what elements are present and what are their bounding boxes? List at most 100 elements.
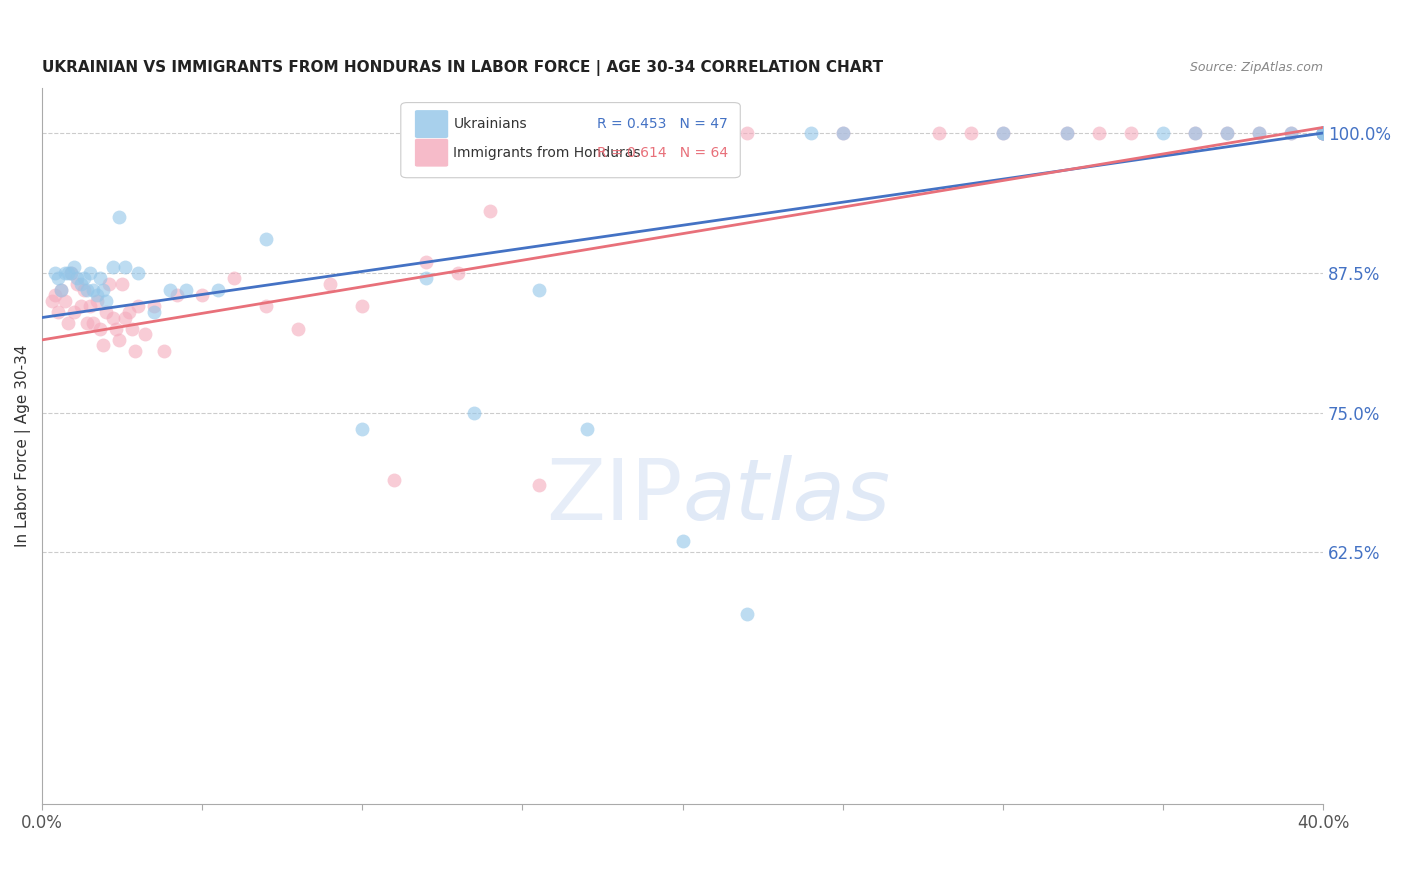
Point <box>127 299 149 313</box>
Point <box>73 283 96 297</box>
Point <box>117 305 139 319</box>
Point <box>1152 126 1174 140</box>
Point <box>153 344 176 359</box>
Point <box>143 299 166 313</box>
Point <box>1088 126 1111 140</box>
Point <box>89 322 111 336</box>
Point <box>98 277 121 291</box>
Point <box>53 266 76 280</box>
Y-axis label: In Labor Force | Age 30-34: In Labor Force | Age 30-34 <box>15 345 31 548</box>
Text: ZIP: ZIP <box>546 455 683 538</box>
Point <box>111 277 134 291</box>
Text: Immigrants from Honduras: Immigrants from Honduras <box>453 145 641 160</box>
Point <box>101 260 124 275</box>
Point <box>53 293 76 308</box>
Point <box>1312 126 1334 140</box>
Point <box>1216 126 1239 140</box>
Point <box>79 299 101 313</box>
Point <box>56 316 79 330</box>
Point <box>1312 126 1334 140</box>
Point <box>89 271 111 285</box>
Point <box>1056 126 1078 140</box>
Point <box>224 271 246 285</box>
Point <box>134 327 156 342</box>
Point <box>991 126 1014 140</box>
Point <box>86 288 108 302</box>
Point <box>447 266 470 280</box>
Point <box>1312 126 1334 140</box>
Point <box>96 293 118 308</box>
Point <box>207 283 229 297</box>
Text: R = 0.453   N = 47: R = 0.453 N = 47 <box>596 117 727 131</box>
Point <box>1184 126 1206 140</box>
Point <box>69 299 91 313</box>
Point <box>1249 126 1271 140</box>
Point <box>527 478 550 492</box>
Point <box>254 232 277 246</box>
Point <box>800 126 823 140</box>
Point <box>1312 126 1334 140</box>
Point <box>96 305 118 319</box>
Point <box>166 288 188 302</box>
FancyBboxPatch shape <box>415 139 449 167</box>
FancyBboxPatch shape <box>401 103 741 178</box>
Point <box>82 316 104 330</box>
Point <box>56 266 79 280</box>
Point <box>1312 126 1334 140</box>
Point <box>831 126 853 140</box>
Point <box>59 266 82 280</box>
Point <box>59 266 82 280</box>
Point <box>672 534 695 549</box>
Point <box>69 277 91 291</box>
Point <box>41 293 63 308</box>
Text: atlas: atlas <box>683 455 890 538</box>
Point <box>735 607 758 621</box>
Point <box>44 266 66 280</box>
Point <box>640 126 662 140</box>
Point <box>91 283 114 297</box>
Point <box>66 271 89 285</box>
Point <box>79 266 101 280</box>
Point <box>1279 126 1302 140</box>
Point <box>575 422 598 436</box>
Text: Source: ZipAtlas.com: Source: ZipAtlas.com <box>1189 61 1323 74</box>
Point <box>1312 126 1334 140</box>
Point <box>1249 126 1271 140</box>
Text: R = 0.614   N = 64: R = 0.614 N = 64 <box>596 145 728 160</box>
Point <box>527 283 550 297</box>
Point <box>463 406 485 420</box>
Point <box>101 310 124 325</box>
Point <box>143 305 166 319</box>
FancyBboxPatch shape <box>415 110 449 138</box>
Point <box>46 305 69 319</box>
Point <box>319 277 342 291</box>
Point <box>1312 126 1334 140</box>
Point <box>1216 126 1239 140</box>
Text: UKRAINIAN VS IMMIGRANTS FROM HONDURAS IN LABOR FORCE | AGE 30-34 CORRELATION CHA: UKRAINIAN VS IMMIGRANTS FROM HONDURAS IN… <box>42 60 883 76</box>
Point <box>76 316 98 330</box>
Point <box>76 283 98 297</box>
Point <box>159 283 181 297</box>
Point <box>1184 126 1206 140</box>
Point <box>108 210 131 224</box>
Point <box>735 126 758 140</box>
Point <box>1312 126 1334 140</box>
Point <box>191 288 214 302</box>
Point <box>108 333 131 347</box>
Point <box>86 293 108 308</box>
Point <box>352 422 374 436</box>
Point <box>174 283 197 297</box>
Point <box>1119 126 1142 140</box>
Point <box>254 299 277 313</box>
Point <box>51 283 73 297</box>
Point <box>51 283 73 297</box>
Point <box>82 283 104 297</box>
Point <box>66 277 89 291</box>
Point <box>1312 126 1334 140</box>
Point <box>415 271 437 285</box>
Point <box>991 126 1014 140</box>
Point <box>114 310 136 325</box>
Point <box>114 260 136 275</box>
Point <box>127 266 149 280</box>
Point <box>928 126 950 140</box>
